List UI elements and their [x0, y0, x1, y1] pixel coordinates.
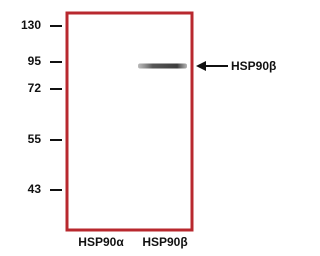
marker-label: 72: [28, 81, 42, 95]
arrow-head: [196, 61, 206, 71]
marker-label: 130: [21, 18, 41, 32]
protein-band: [138, 64, 187, 69]
band-label: HSP90β: [231, 59, 276, 73]
marker-label: 95: [28, 54, 42, 68]
lane-label: HSP90β: [142, 235, 187, 249]
marker-label: 43: [28, 182, 42, 196]
lane-label: HSP90α: [78, 235, 124, 249]
blot-frame: [67, 13, 192, 230]
marker-label: 55: [28, 132, 42, 146]
blot-figure: HSP90β 130 95 72 55 43 HSP90α HSP90β: [0, 0, 286, 251]
marker-ladder: 130 95 72 55 43: [21, 18, 62, 196]
lane-labels: HSP90α HSP90β: [78, 235, 187, 249]
